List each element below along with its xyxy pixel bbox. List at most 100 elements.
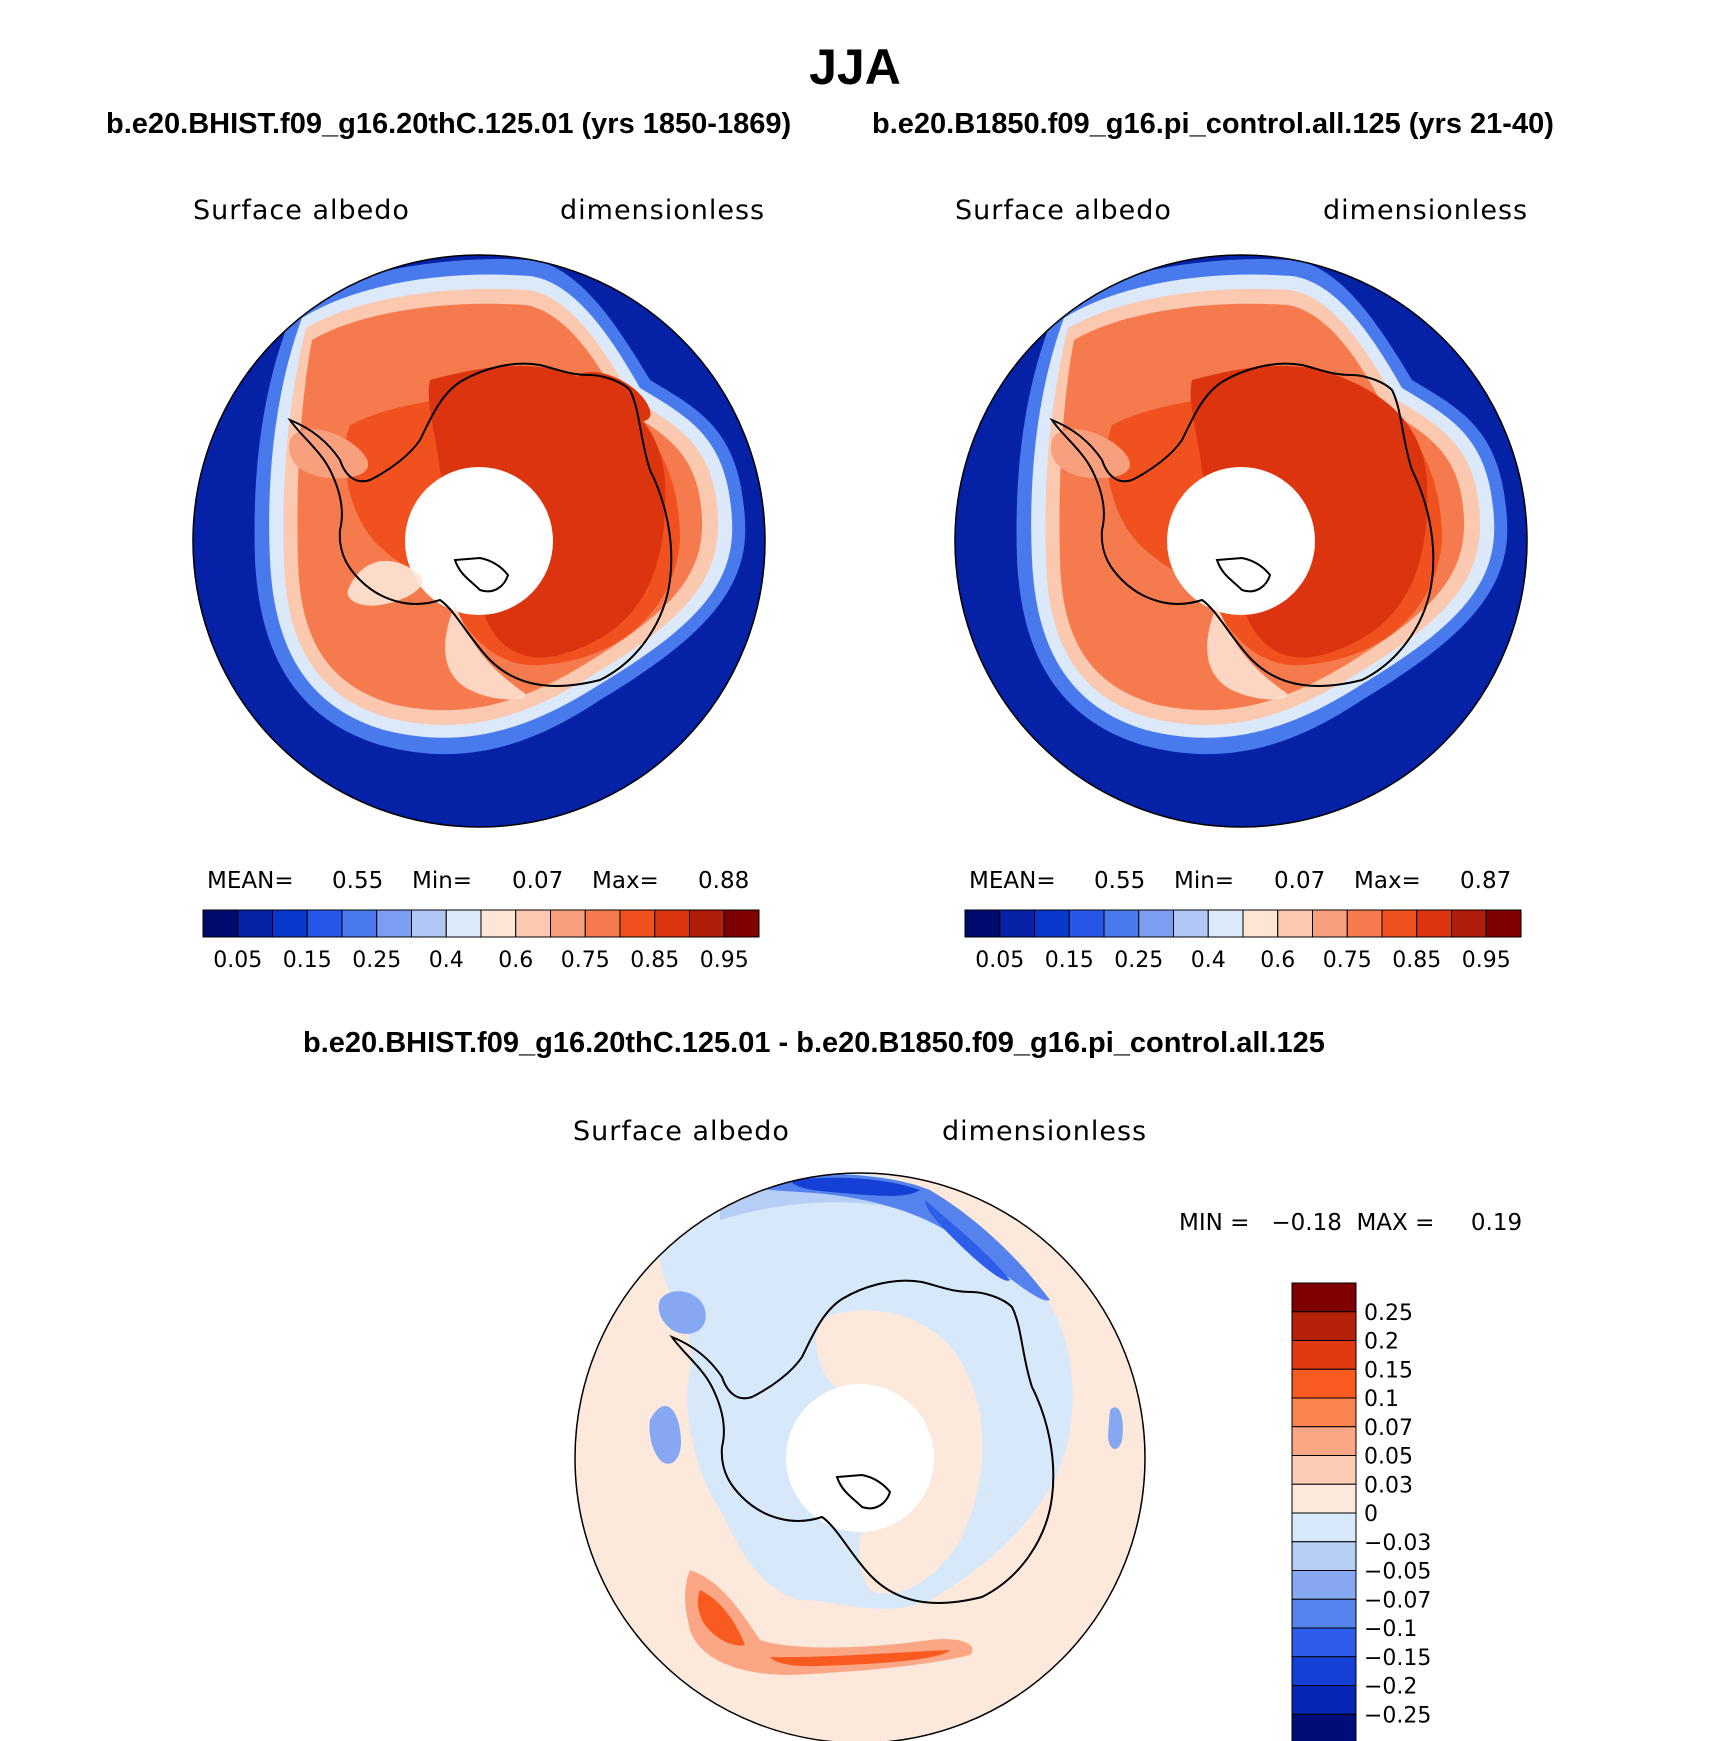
right-colorbar-swatch <box>1103 909 1140 938</box>
right-max-label: Max= <box>1354 868 1421 894</box>
left-colorbar-swatch <box>654 909 690 938</box>
right-mean-label: MEAN= <box>969 868 1056 894</box>
right-colorbar-swatch <box>1485 909 1522 938</box>
left-colorbar-swatch <box>584 909 621 938</box>
difference-colorbar-tick-label: −0.07 <box>1364 1588 1431 1613</box>
figure-title: JJA <box>809 39 901 95</box>
right-colorbar-tick-label: 0.05 <box>975 948 1024 973</box>
left-colorbar-swatch <box>341 909 378 938</box>
difference-colorbar-tick-label: 0.07 <box>1364 1416 1413 1441</box>
right-colorbar-swatch <box>1312 909 1348 938</box>
right-colorbar-swatch <box>1034 909 1070 938</box>
left-units-label: dimensionless <box>560 195 766 226</box>
difference-colorbar-tick-label: 0.05 <box>1364 1445 1413 1470</box>
left-colorbar-tick-label: 0.95 <box>700 948 749 973</box>
right-colorbar-swatch <box>1416 909 1452 938</box>
right-colorbar-tick-label: 0.75 <box>1323 948 1372 973</box>
difference-colorbar-swatch <box>1291 1426 1357 1456</box>
left-colorbar-swatch <box>550 909 586 938</box>
left-colorbar-swatch <box>237 909 273 938</box>
left-mean-value: 0.55 <box>332 868 384 894</box>
right-colorbar-tick-label: 0.85 <box>1392 948 1441 973</box>
right-colorbar-swatch <box>1207 909 1244 938</box>
right-colorbar-tick-label: 0.95 <box>1462 948 1511 973</box>
left-min-label: Min= <box>412 868 473 894</box>
right-variable-label: Surface albedo <box>955 195 1172 226</box>
difference-colorbar-swatch <box>1291 1455 1357 1485</box>
difference-title: b.e20.BHIST.f09_g16.20thC.125.01 - b.e20… <box>303 1027 1325 1059</box>
left-colorbar-swatch <box>376 909 412 938</box>
right-colorbar-tick-label: 0.15 <box>1045 948 1094 973</box>
right-colorbar-swatch <box>1068 909 1105 938</box>
left-mean-label: MEAN= <box>207 868 294 894</box>
left-max-value: 0.88 <box>698 868 750 894</box>
difference-colorbar-tick-label: 0.15 <box>1364 1358 1413 1383</box>
right-colorbar-swatch <box>1346 909 1383 938</box>
left-colorbar-swatch <box>689 909 725 938</box>
right-colorbar-swatch <box>1381 909 1418 938</box>
left-map-border <box>192 254 766 828</box>
right-colorbar-swatch <box>964 909 1001 938</box>
difference-colorbar-swatch <box>1291 1570 1357 1600</box>
left-colorbar-swatch <box>272 909 308 938</box>
difference-polar-map <box>575 1173 1145 1741</box>
difference-colorbar-tick-label: −0.1 <box>1364 1617 1417 1642</box>
right-mean-value: 0.55 <box>1094 868 1146 894</box>
difference-colorbar-swatch <box>1291 1483 1357 1514</box>
left-colorbar-swatch <box>411 909 447 938</box>
difference-colorbar-tick-label: −0.15 <box>1364 1646 1431 1671</box>
difference-colorbar-tick-label: 0.03 <box>1364 1473 1413 1498</box>
difference-colorbar-tick-label: −0.03 <box>1364 1531 1431 1556</box>
difference-colorbar-tick-label: −0.05 <box>1364 1560 1431 1585</box>
difference-colorbar-swatch <box>1291 1282 1357 1313</box>
right-colorbar-swatch <box>999 909 1035 938</box>
left-colorbar-tick-label: 0.85 <box>630 948 679 973</box>
right-colorbar-tick-label: 0.25 <box>1114 948 1163 973</box>
difference-colorbar-swatch <box>1291 1397 1357 1428</box>
diff-variable-label: Surface albedo <box>573 1116 790 1147</box>
right-units-label: dimensionless <box>1323 195 1529 226</box>
difference-colorbar: 0.25 0.2 0.15 0.1 0.07 0.05 0.03 0 −0.03 −0.05 −0.… <box>1291 1282 1431 1741</box>
difference-colorbar-swatch <box>1291 1598 1357 1629</box>
difference-colorbar-tick-label: 0.2 <box>1364 1330 1399 1355</box>
right-colorbar: 0.05 0.15 0.25 0.4 0.6 0.75 0.85 0.95 <box>964 909 1522 973</box>
right-map-border <box>954 254 1528 828</box>
difference-colorbar-swatch <box>1291 1656 1357 1686</box>
left-colorbar-swatch <box>306 909 343 938</box>
right-polar-map <box>955 255 1527 827</box>
difference-colorbar-swatch <box>1291 1713 1357 1741</box>
left-colorbar-swatch <box>619 909 656 938</box>
difference-map-border <box>574 1172 1146 1741</box>
right-colorbar-swatch <box>1173 909 1209 938</box>
difference-colorbar-tick-label: 0 <box>1364 1502 1378 1527</box>
right-max-value: 0.87 <box>1460 868 1512 894</box>
left-colorbar-tick-label: 0.75 <box>561 948 610 973</box>
left-colorbar-tick-label: 0.6 <box>498 948 533 973</box>
diff-units-label: dimensionless <box>942 1116 1148 1147</box>
difference-colorbar-swatch <box>1291 1541 1357 1571</box>
left-colorbar-swatch <box>723 909 760 938</box>
difference-colorbar-swatch <box>1291 1685 1357 1715</box>
left-colorbar-tick-label: 0.25 <box>352 948 401 973</box>
difference-colorbar-swatch <box>1291 1340 1357 1370</box>
difference-colorbar-tick-label: 0.25 <box>1364 1301 1413 1326</box>
right-colorbar-swatch <box>1277 909 1313 938</box>
right-min-value: 0.07 <box>1274 868 1326 894</box>
right-colorbar-tick-label: 0.4 <box>1191 948 1226 973</box>
right-colorbar-swatch <box>1138 909 1174 938</box>
left-min-value: 0.07 <box>512 868 564 894</box>
left-colorbar: 0.05 0.15 0.25 0.4 0.6 0.75 0.85 0.95 <box>202 909 760 973</box>
right-min-label: Min= <box>1174 868 1235 894</box>
left-max-label: Max= <box>592 868 659 894</box>
difference-colorbar-swatch <box>1291 1368 1357 1399</box>
left-colorbar-swatch <box>202 909 239 938</box>
left-colorbar-tick-label: 0.15 <box>283 948 332 973</box>
diff-minmax: MIN = −0.18 MAX = 0.19 <box>1179 1210 1523 1236</box>
difference-colorbar-tick-label: 0.1 <box>1364 1387 1399 1412</box>
left-variable-label: Surface albedo <box>193 195 410 226</box>
left-polar-map <box>193 255 765 827</box>
right-colorbar-tick-label: 0.6 <box>1260 948 1295 973</box>
right-case-title: b.e20.B1850.f09_g16.pi_control.all.125 (… <box>872 108 1554 140</box>
difference-colorbar-tick-label: −0.25 <box>1364 1703 1431 1728</box>
